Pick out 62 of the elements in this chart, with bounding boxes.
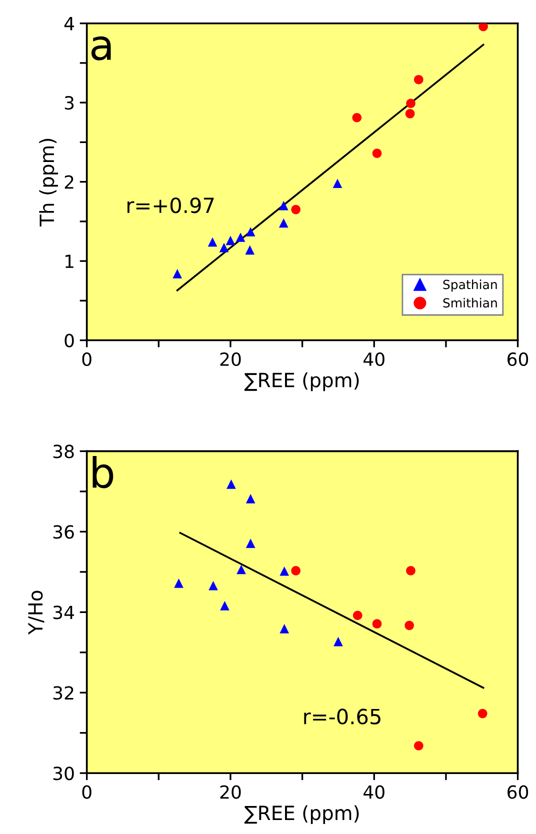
point (280, 566, 290, 576)
point (226, 480, 236, 489)
annotation: a (91, 36, 111, 60)
x-axis-title: ∑REE (ppm) (244, 805, 359, 824)
y-tick-label: 34 (53, 606, 74, 620)
point (334, 636, 343, 646)
y-tick-label: 32 (53, 686, 74, 700)
point (406, 566, 416, 576)
x-tick-label: 0 (82, 785, 92, 799)
y-tick-label: 2 (64, 175, 74, 189)
point (414, 741, 424, 750)
point (372, 619, 382, 628)
point (405, 109, 415, 118)
point (208, 580, 218, 590)
x-tick-label: 40 (364, 352, 384, 366)
point (352, 610, 362, 620)
y-axis-title: Y/Ho (28, 590, 44, 635)
point (372, 148, 382, 158)
point (291, 566, 300, 576)
y-tick-label: 36 (53, 525, 74, 539)
y-axis-title: Th (ppm) (39, 138, 58, 226)
point (226, 236, 236, 246)
x-axis-title: ∑REE (ppm) (244, 372, 359, 392)
legend-label: Spathian (443, 280, 497, 292)
y-tick-label: 4 (64, 17, 74, 30)
point (236, 232, 246, 242)
x-tick-label: 0 (82, 352, 92, 366)
annotation: r=-0.65 (304, 708, 380, 724)
point (174, 578, 184, 588)
y-tick-label: 38 (53, 444, 74, 458)
x-tick-label: 40 (364, 785, 384, 799)
point (172, 269, 182, 278)
point (478, 23, 488, 32)
point (219, 242, 229, 252)
point (246, 494, 256, 504)
point (332, 178, 342, 188)
point (414, 74, 424, 84)
x-tick-label: 60 (508, 352, 528, 366)
point (208, 237, 218, 247)
y-tick-label: 3 (64, 96, 74, 110)
point (246, 538, 256, 548)
annotation: b (92, 456, 114, 488)
point (406, 98, 416, 108)
legend-label: Smithian (443, 298, 497, 308)
point (478, 708, 488, 718)
point (236, 564, 246, 574)
point (278, 218, 288, 228)
point (245, 245, 255, 255)
point (352, 112, 362, 122)
point (404, 620, 414, 630)
point (291, 204, 300, 214)
y-tick-label: 0 (64, 334, 74, 348)
y-tick-label: 1 (66, 254, 74, 268)
y-tick-label: 30 (53, 766, 74, 780)
x-tick-label: 20 (220, 352, 241, 366)
x-tick-label: 60 (508, 785, 528, 799)
point (220, 601, 230, 610)
x-tick-label: 20 (220, 785, 241, 799)
point (280, 624, 290, 634)
annotation: r=+0.97 (128, 197, 214, 214)
point (278, 200, 288, 210)
point (246, 227, 256, 236)
